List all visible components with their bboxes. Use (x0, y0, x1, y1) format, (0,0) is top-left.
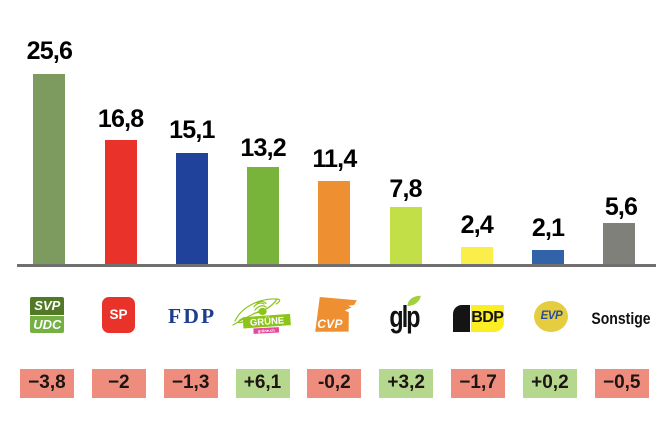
svg-text:GRÜNE: GRÜNE (250, 315, 285, 328)
svg-text:grüne.ch: grüne.ch (258, 328, 276, 334)
svg-text:CVP: CVP (317, 317, 343, 331)
